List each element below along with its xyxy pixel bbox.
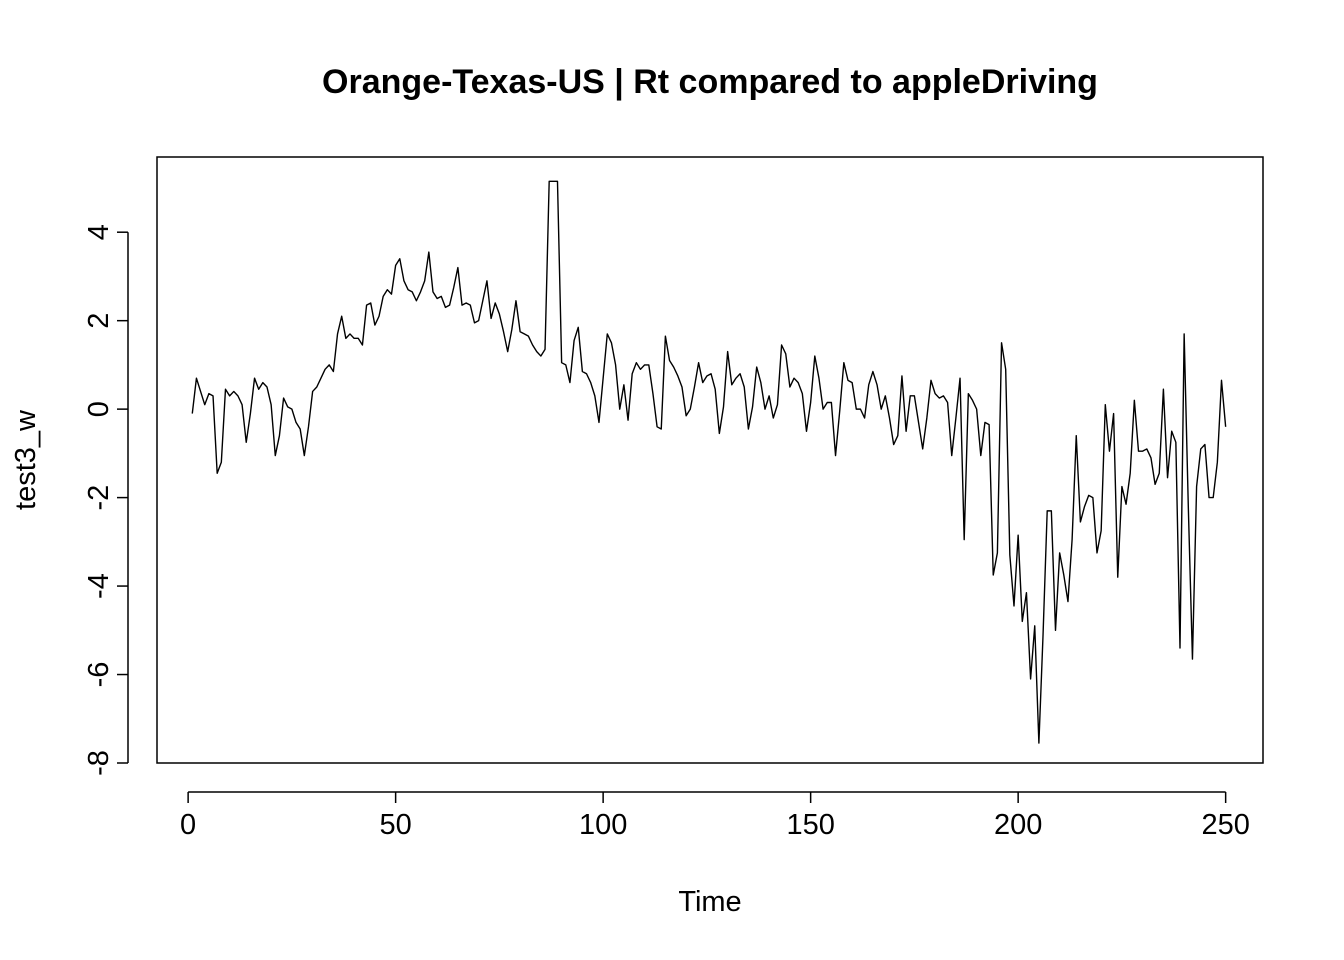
y-tick-label: 4 <box>83 224 115 240</box>
y-tick-label: -8 <box>83 750 115 776</box>
x-axis: 0 50 100 150 200 250 <box>180 791 1250 841</box>
x-tick-label: 200 <box>994 809 1042 841</box>
y-tick-label: -4 <box>83 573 115 599</box>
y-axis-label: test3_w <box>10 409 42 510</box>
y-tick-label: 2 <box>83 313 115 329</box>
y-tick-label: -6 <box>83 662 115 688</box>
x-tick-label: 150 <box>786 809 834 841</box>
chart-title: Orange-Texas-US | Rt compared to appleDr… <box>322 63 1098 101</box>
x-tick-label: 250 <box>1201 809 1249 841</box>
y-tick-label: 0 <box>83 401 115 417</box>
y-axis: -8 -6 -4 -2 0 2 4 <box>83 224 129 776</box>
x-tick-label: 100 <box>579 809 627 841</box>
x-tick-label: 50 <box>379 809 411 841</box>
series-line <box>191 180 1227 744</box>
y-tick-label: -2 <box>83 485 115 511</box>
x-axis-label: Time <box>678 886 741 918</box>
x-tick-label: 0 <box>180 809 196 841</box>
plot-frame <box>156 156 1264 764</box>
